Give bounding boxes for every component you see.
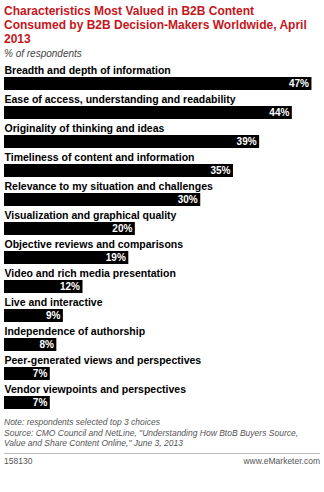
svg-text:19%: 19% <box>106 252 126 263</box>
html-text:158130: 158130 <box>4 455 33 466</box>
svg-text:30%: 30% <box>178 194 198 205</box>
svg-text:Visualization and graphical qu: Visualization and graphical quality <box>5 209 177 221</box>
svg-text:20%: 20% <box>112 223 132 234</box>
svg-text:9%: 9% <box>46 310 61 321</box>
html-text:www.eMarketer.com: www.eMarketer.com <box>243 455 320 466</box>
svg-text:Originality of thinking and id: Originality of thinking and ideas <box>5 122 165 134</box>
html-text:% of respondents: % of respondents <box>4 48 82 59</box>
svg-text:Video and rich media presentat: Video and rich media presentation <box>5 267 176 279</box>
svg-text:Timeliness of content and info: Timeliness of content and information <box>5 151 195 163</box>
html-text:Note: respondents selected top: Note: respondents selected top 3 choices <box>4 417 160 427</box>
svg-text:Ease of access, understanding: Ease of access, understanding and readab… <box>5 93 236 105</box>
svg-text:7%: 7% <box>33 368 48 379</box>
svg-text:35%: 35% <box>210 165 230 176</box>
svg-text:47%: 47% <box>289 78 309 89</box>
svg-text:44%: 44% <box>269 107 289 118</box>
svg-text:Breadth and depth of informati: Breadth and depth of information <box>5 64 171 76</box>
svg-text:39%: 39% <box>237 136 257 147</box>
svg-text:Vendor viewpoints and perspect: Vendor viewpoints and perspectives <box>5 383 187 395</box>
svg-text:Objective reviews and comparis: Objective reviews and comparisons <box>5 238 184 250</box>
svg-text:Relevance to my situation and: Relevance to my situation and challenges <box>5 180 213 192</box>
svg-text:7%: 7% <box>33 397 48 408</box>
svg-text:8%: 8% <box>39 339 54 350</box>
svg-text:Live and interactive: Live and interactive <box>5 296 103 308</box>
svg-text:Peer-generated views and persp: Peer-generated views and perspectives <box>5 354 202 366</box>
html-text:Characteristics Most Valued in: Characteristics Most Valued in B2B Conte… <box>4 4 307 46</box>
svg-text:12%: 12% <box>60 281 80 292</box>
svg-text:Independence of authorship: Independence of authorship <box>5 325 146 337</box>
html-text:Source: CMO Council and NetLin: Source: CMO Council and NetLine, "Unders… <box>4 427 299 448</box>
